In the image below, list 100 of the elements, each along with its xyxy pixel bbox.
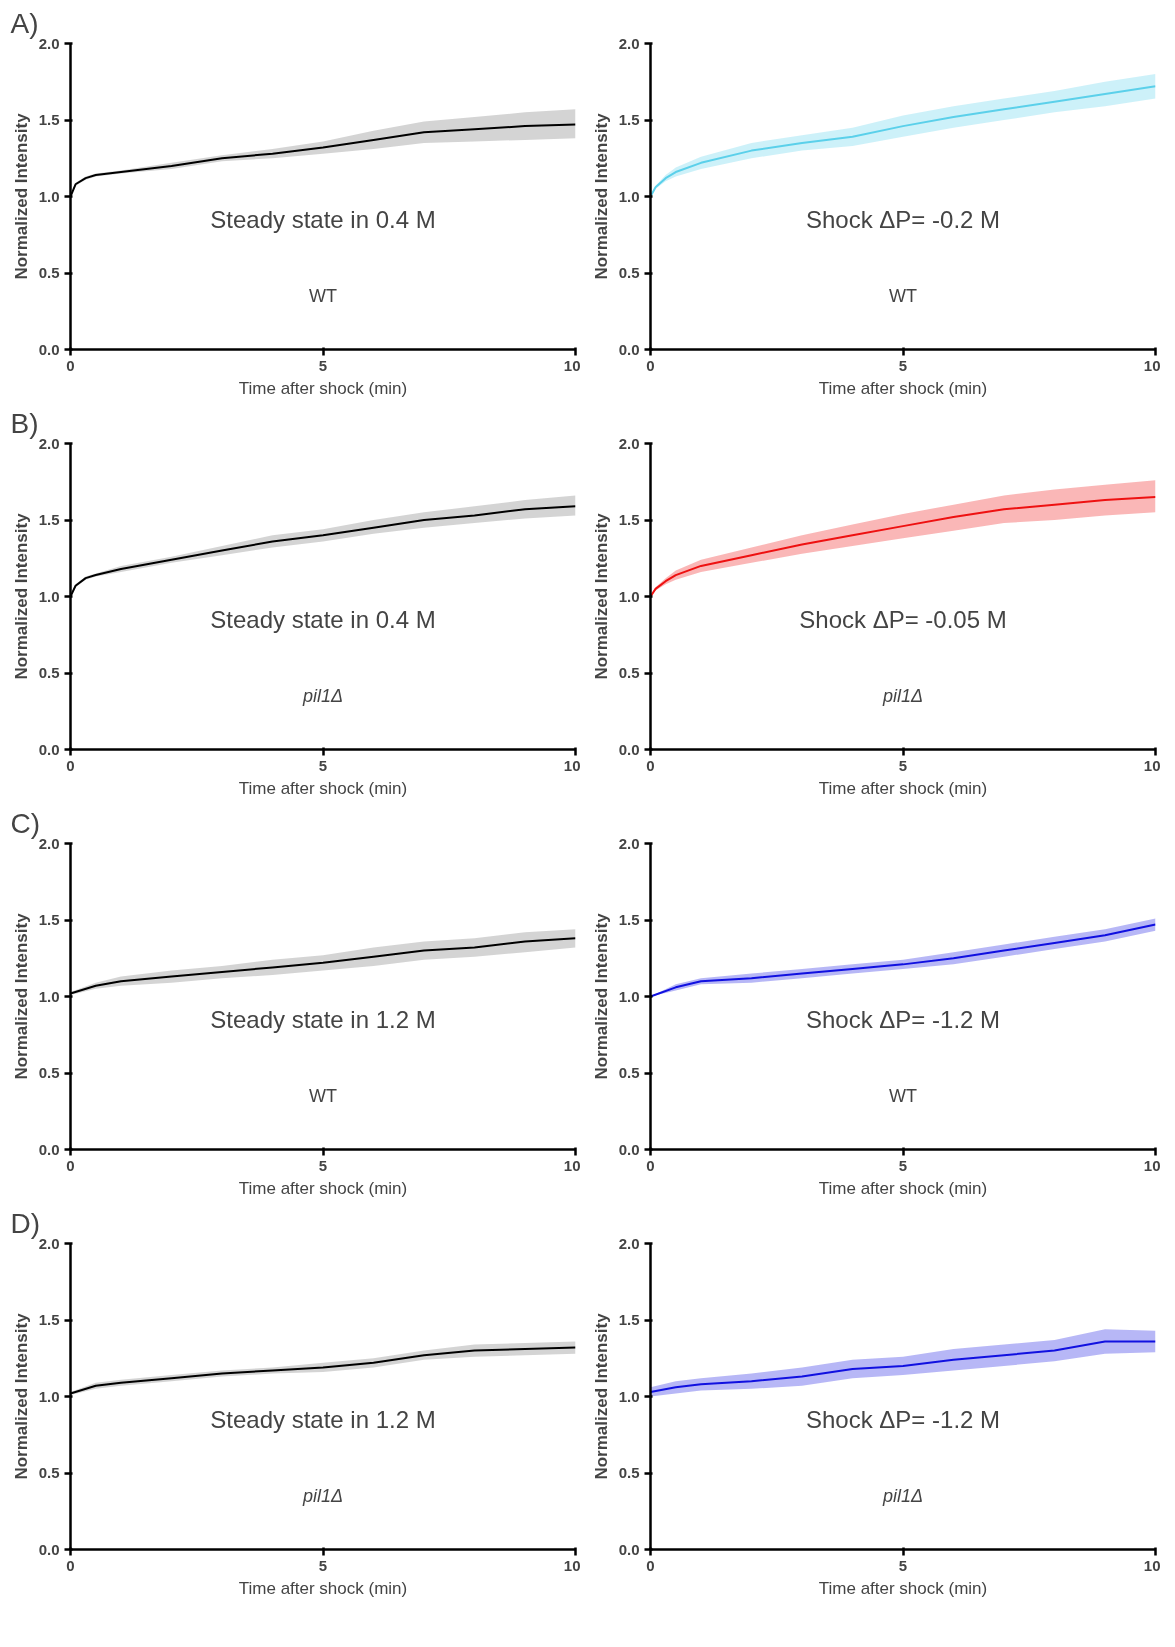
x-axis-title: Time after shock (min) bbox=[238, 1578, 408, 1598]
y-axis-title: Normalized Intensity bbox=[11, 512, 31, 680]
x-axis-title: Time after shock (min) bbox=[238, 1178, 408, 1198]
chart-title: C) bbox=[10, 807, 41, 839]
y-tick-label: 0.0 bbox=[618, 340, 640, 358]
y-tick-label: 1.0 bbox=[38, 987, 60, 1005]
x-tick-label: 0 bbox=[66, 756, 75, 774]
y-tick-label: 0.0 bbox=[38, 1140, 60, 1158]
annotation: Shock ΔP= -0.05 M bbox=[799, 605, 1007, 633]
annotation: pil1Δ bbox=[881, 685, 924, 706]
annotation: pil1Δ bbox=[301, 1485, 344, 1506]
annotation: Shock ΔP= -1.2 M bbox=[805, 1005, 1001, 1033]
annotation: Steady state in 0.4 M bbox=[210, 205, 436, 233]
annotation: WT bbox=[889, 285, 917, 306]
y-tick-label: 0.5 bbox=[618, 664, 640, 681]
y-tick-label: 1.5 bbox=[38, 1311, 60, 1328]
y-tick-label: 1.0 bbox=[618, 1387, 640, 1405]
x-axis-title: Time after shock (min) bbox=[818, 378, 988, 398]
y-tick-label: 1.5 bbox=[618, 1311, 640, 1328]
x-tick-label: 5 bbox=[898, 1556, 908, 1574]
y-tick-label: 2.0 bbox=[618, 434, 640, 452]
y-tick-label: 1.5 bbox=[618, 511, 640, 528]
x-tick-label: 0 bbox=[646, 356, 655, 374]
y-tick-label: 1.0 bbox=[38, 187, 60, 205]
x-tick-label: 10 bbox=[1143, 356, 1161, 374]
y-tick-label: 2.0 bbox=[38, 434, 60, 452]
y-tick-label: 2.0 bbox=[618, 1234, 640, 1252]
y-tick-label: 1.5 bbox=[38, 111, 60, 128]
chart-title: B) bbox=[10, 407, 39, 439]
y-tick-label: 0.5 bbox=[618, 264, 640, 281]
y-axis-title: Normalized Intensity bbox=[591, 912, 611, 1080]
x-tick-label: 5 bbox=[318, 356, 328, 374]
y-tick-label: 0.0 bbox=[38, 740, 60, 758]
y-tick-label: 1.5 bbox=[38, 911, 60, 928]
x-tick-label: 5 bbox=[318, 756, 328, 774]
annotation: pil1Δ bbox=[881, 1485, 924, 1506]
chart-title: D) bbox=[10, 1207, 41, 1239]
y-axis-title: Normalized Intensity bbox=[591, 112, 611, 280]
y-axis-title: Normalized Intensity bbox=[591, 512, 611, 680]
y-tick-label: 0.5 bbox=[38, 1064, 60, 1081]
y-tick-label: 0.0 bbox=[618, 740, 640, 758]
x-axis-title: Time after shock (min) bbox=[238, 778, 408, 798]
y-tick-label: 1.5 bbox=[618, 111, 640, 128]
x-tick-label: 5 bbox=[318, 1556, 328, 1574]
annotation: WT bbox=[309, 285, 337, 306]
x-tick-label: 0 bbox=[66, 356, 75, 374]
x-tick-label: 0 bbox=[646, 1156, 655, 1174]
y-tick-label: 0.5 bbox=[38, 264, 60, 281]
x-tick-label: 10 bbox=[563, 1556, 581, 1574]
x-axis-title: Time after shock (min) bbox=[238, 378, 408, 398]
y-tick-label: 2.0 bbox=[618, 834, 640, 852]
y-axis-title: Normalized Intensity bbox=[11, 912, 31, 1080]
x-tick-label: 10 bbox=[563, 756, 581, 774]
x-axis-title: Time after shock (min) bbox=[818, 778, 988, 798]
y-tick-label: 2.0 bbox=[38, 834, 60, 852]
annotation: Steady state in 0.4 M bbox=[210, 605, 436, 633]
x-tick-label: 5 bbox=[898, 756, 908, 774]
y-axis-title: Normalized Intensity bbox=[11, 112, 31, 280]
y-tick-label: 1.0 bbox=[618, 987, 640, 1005]
y-tick-label: 1.5 bbox=[38, 511, 60, 528]
y-tick-label: 1.0 bbox=[618, 587, 640, 605]
y-tick-label: 2.0 bbox=[618, 34, 640, 52]
annotation: WT bbox=[309, 1085, 337, 1106]
x-tick-label: 0 bbox=[646, 756, 655, 774]
x-tick-label: 0 bbox=[646, 1556, 655, 1574]
x-tick-label: 10 bbox=[1143, 1156, 1161, 1174]
y-tick-label: 1.0 bbox=[618, 187, 640, 205]
annotation: Shock ΔP= -0.2 M bbox=[805, 205, 1001, 233]
x-tick-label: 5 bbox=[898, 356, 908, 374]
annotation: Shock ΔP= -1.2 M bbox=[805, 1405, 1001, 1433]
y-tick-label: 1.0 bbox=[38, 1387, 60, 1405]
x-axis-title: Time after shock (min) bbox=[818, 1578, 988, 1598]
x-axis-title: Time after shock (min) bbox=[818, 1178, 988, 1198]
y-tick-label: 0.5 bbox=[618, 1064, 640, 1081]
y-tick-label: 2.0 bbox=[38, 1234, 60, 1252]
annotation: Steady state in 1.2 M bbox=[210, 1405, 436, 1433]
annotation: pil1Δ bbox=[301, 685, 344, 706]
y-tick-label: 0.5 bbox=[38, 1464, 60, 1481]
y-tick-label: 0.0 bbox=[618, 1540, 640, 1558]
x-tick-label: 0 bbox=[66, 1156, 75, 1174]
y-tick-label: 1.5 bbox=[618, 911, 640, 928]
y-tick-label: 0.5 bbox=[618, 1464, 640, 1481]
x-tick-label: 10 bbox=[1143, 756, 1161, 774]
y-tick-label: 2.0 bbox=[38, 34, 60, 52]
y-tick-label: 0.5 bbox=[38, 664, 60, 681]
y-tick-label: 1.0 bbox=[38, 587, 60, 605]
annotation: WT bbox=[889, 1085, 917, 1106]
y-axis-title: Normalized Intensity bbox=[11, 1312, 31, 1480]
y-tick-label: 0.0 bbox=[618, 1140, 640, 1158]
x-tick-label: 0 bbox=[66, 1556, 75, 1574]
x-tick-label: 10 bbox=[1143, 1556, 1161, 1574]
y-axis-title: Normalized Intensity bbox=[591, 1312, 611, 1480]
chart-title: A) bbox=[10, 7, 39, 39]
x-tick-label: 5 bbox=[318, 1156, 328, 1174]
x-tick-label: 10 bbox=[563, 356, 581, 374]
x-tick-label: 10 bbox=[563, 1156, 581, 1174]
y-tick-label: 0.0 bbox=[38, 1540, 60, 1558]
annotation: Steady state in 1.2 M bbox=[210, 1005, 436, 1033]
x-tick-label: 5 bbox=[898, 1156, 908, 1174]
y-tick-label: 0.0 bbox=[38, 340, 60, 358]
